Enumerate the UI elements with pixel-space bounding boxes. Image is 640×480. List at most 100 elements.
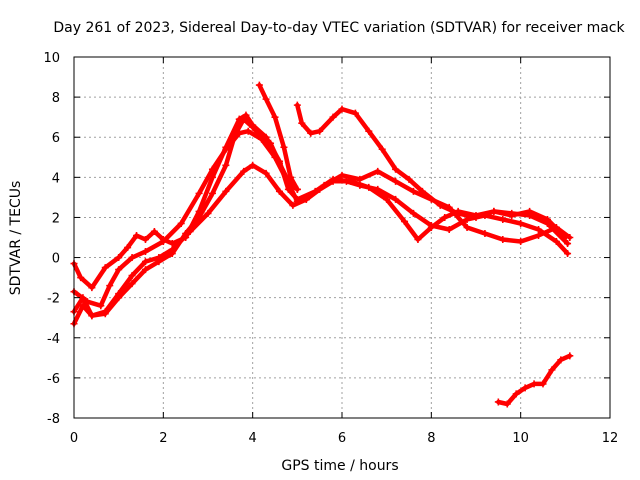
data-point (557, 356, 565, 364)
data-point (275, 187, 283, 195)
data-point (293, 101, 301, 109)
data-point (101, 264, 109, 272)
data-point (517, 238, 525, 246)
data-point (293, 185, 301, 193)
data-point (499, 215, 507, 223)
y-tick-label: -4 (47, 332, 60, 347)
series-line-track-5 (257, 82, 300, 192)
data-point (77, 274, 85, 282)
data-point (338, 105, 346, 113)
data-point (383, 195, 391, 203)
data-point (418, 187, 426, 195)
data-point (512, 390, 520, 398)
data-point (365, 183, 373, 191)
data-point (499, 236, 507, 244)
data-point (182, 229, 190, 237)
data-point (222, 143, 230, 151)
data-point (231, 131, 239, 139)
data-point (564, 240, 572, 248)
data-point (284, 185, 292, 193)
data-point (249, 123, 257, 131)
data-point (88, 284, 96, 292)
data-point (124, 244, 132, 252)
y-tick-label: -6 (47, 372, 60, 387)
data-point (267, 139, 275, 147)
data-point (405, 175, 413, 183)
data-point (275, 159, 283, 167)
data-point (255, 81, 263, 89)
y-tick-label: 0 (52, 252, 60, 267)
data-point (454, 209, 462, 217)
data-point (141, 236, 149, 244)
data-point (195, 213, 203, 221)
data-point (552, 238, 560, 246)
data-point (83, 298, 91, 306)
data-point (208, 189, 216, 197)
data-point (543, 219, 551, 227)
data-point (240, 115, 248, 123)
data-point (311, 187, 319, 195)
data-point (539, 380, 547, 388)
x-tick-label: 0 (70, 431, 78, 446)
data-point (535, 225, 543, 233)
data-point (526, 211, 534, 219)
y-tick-label: 10 (43, 51, 60, 66)
data-point (392, 195, 400, 203)
data-point (338, 171, 346, 179)
data-point (409, 187, 417, 195)
data-point (517, 219, 525, 227)
data-point (177, 219, 185, 227)
x-axis-label: GPS time / hours (281, 458, 398, 474)
data-point (115, 254, 123, 262)
data-point (141, 258, 149, 266)
data-point (392, 165, 400, 173)
x-tick-label: 4 (249, 431, 257, 446)
data-point (351, 109, 359, 117)
y-tick-label: 2 (52, 211, 60, 226)
data-point (490, 207, 498, 215)
data-point (436, 201, 444, 209)
data-point (244, 127, 252, 135)
data-point (141, 248, 149, 256)
data-point (463, 223, 471, 231)
data-point (262, 169, 270, 177)
data-series-layer (70, 81, 574, 408)
data-point (262, 95, 270, 103)
data-point (97, 302, 105, 310)
data-point (150, 227, 158, 235)
data-point (155, 258, 163, 266)
y-tick-label: 6 (52, 131, 60, 146)
data-point (481, 229, 489, 237)
x-tick-label: 12 (602, 431, 619, 446)
y-tick-label: -2 (47, 292, 60, 307)
data-point (494, 398, 502, 406)
x-tick-label: 10 (512, 431, 529, 446)
data-point (445, 225, 453, 233)
data-point (88, 312, 96, 320)
data-point (222, 187, 230, 195)
data-point (329, 113, 337, 121)
x-tick-label: 6 (338, 431, 346, 446)
data-point (503, 400, 511, 408)
data-point (115, 266, 123, 274)
data-point (168, 250, 176, 258)
data-point (293, 195, 301, 203)
data-point (316, 127, 324, 135)
data-point (159, 236, 167, 244)
data-point (548, 366, 556, 374)
data-point (271, 113, 279, 121)
data-point (249, 161, 257, 169)
data-point (356, 175, 364, 183)
data-point (329, 175, 337, 183)
data-point (168, 240, 176, 248)
x-tick-label: 8 (427, 431, 435, 446)
y-tick-label: 8 (52, 91, 60, 106)
data-point (289, 201, 297, 209)
data-point (128, 272, 136, 280)
data-point (401, 217, 409, 225)
data-point (508, 209, 516, 217)
x-tick-label: 2 (159, 431, 167, 446)
data-point (128, 280, 136, 288)
data-point (427, 223, 435, 231)
data-point (240, 167, 248, 175)
